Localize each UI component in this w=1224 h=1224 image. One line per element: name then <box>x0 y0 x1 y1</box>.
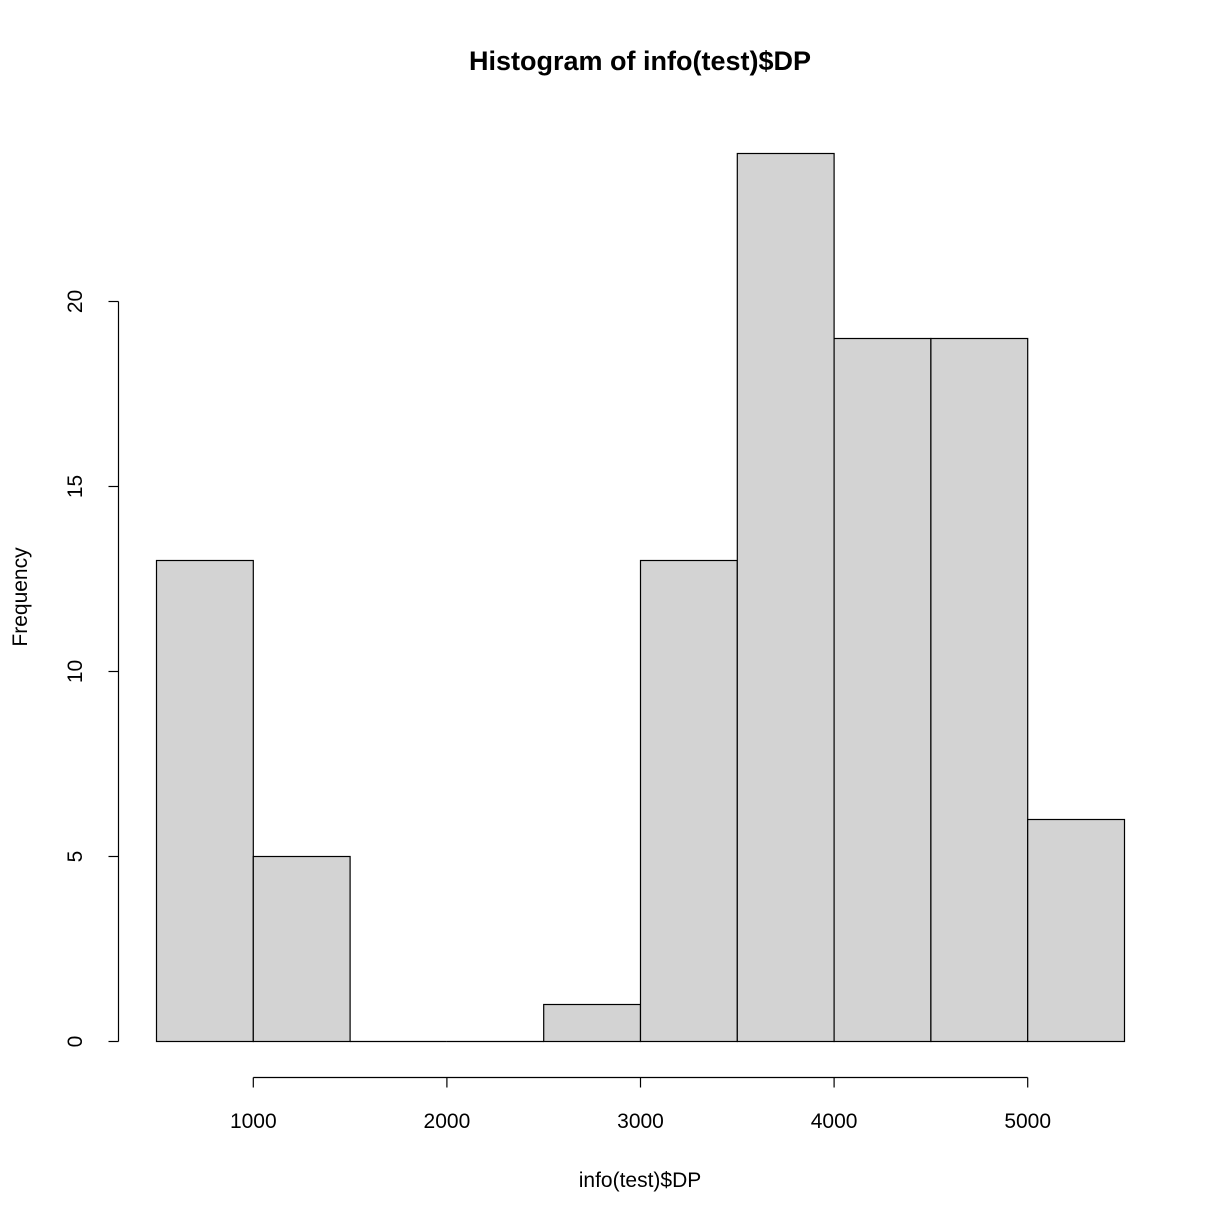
y-tick-label-20: 20 <box>64 290 87 313</box>
bar-2500-3000 <box>543 1003 642 1043</box>
x-tick-label-5000: 5000 <box>1004 1110 1051 1133</box>
bar-4500-5000 <box>930 337 1029 1043</box>
x-axis: 1000 2000 3000 4000 5000 <box>230 1076 1051 1133</box>
bar-3500-4000 <box>736 152 835 1043</box>
bar-3000-3500 <box>639 559 738 1043</box>
y-tick-label-10: 10 <box>64 660 87 683</box>
bar-5000-5500 <box>1027 818 1126 1043</box>
x-tick-label-3000: 3000 <box>617 1110 664 1133</box>
y-tick-label-5: 5 <box>64 851 87 863</box>
y-tick-label-0: 0 <box>64 1036 87 1048</box>
y-tick-label-15: 15 <box>64 475 87 498</box>
bar-500-1000 <box>155 559 254 1043</box>
x-tick-label-4000: 4000 <box>811 1110 858 1133</box>
x-tick-label-1000: 1000 <box>230 1110 277 1133</box>
y-axis: 0 5 10 15 20 <box>64 290 120 1048</box>
y-axis-label: Frequency <box>9 547 32 647</box>
bar-1000-1500 <box>252 855 351 1043</box>
bar-4000-4500 <box>833 337 932 1043</box>
x-tick-label-2000: 2000 <box>424 1110 471 1133</box>
bars-group <box>155 152 1126 1043</box>
chart-title: Histogram of info(test)$DP <box>469 46 811 76</box>
x-axis-label: info(test)$DP <box>579 1169 702 1192</box>
